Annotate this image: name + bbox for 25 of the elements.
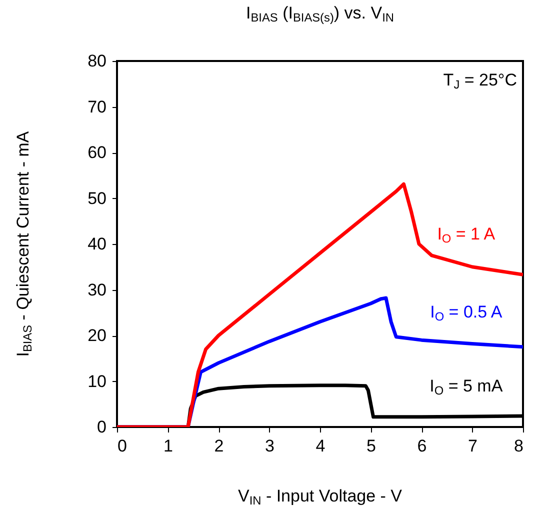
y-tick-label: 80 bbox=[88, 52, 106, 70]
x-tick-label: 8 bbox=[514, 436, 524, 456]
x-tick-label: 2 bbox=[214, 436, 224, 456]
x-tick-label: 3 bbox=[265, 436, 274, 456]
x-tick-label: 4 bbox=[316, 436, 326, 456]
chart-title: I$_{BIAS}$ (I$_{BIAS(s)}$) vs. V$_{IN}$ bbox=[246, 4, 394, 24]
y-tick-label: 10 bbox=[88, 372, 106, 391]
y-tick-label: 40 bbox=[88, 234, 106, 254]
y-tick-label: 50 bbox=[88, 188, 106, 208]
annotation: T$_{J}$ = 25°C bbox=[443, 70, 517, 92]
x-tick-label: 7 bbox=[468, 436, 478, 456]
y-tick-label: 30 bbox=[88, 280, 106, 300]
line-series bbox=[117, 182, 523, 427]
y-tick-label: 0 bbox=[97, 418, 106, 436]
x-tick-label: 5 bbox=[366, 436, 376, 456]
x-tick-label: 6 bbox=[417, 436, 427, 456]
y-tick-label: 60 bbox=[88, 143, 106, 162]
x-axis-title: V$_{IN}$ - Input Voltage - V bbox=[238, 486, 402, 508]
y-tick-label: 20 bbox=[88, 326, 106, 345]
series-label: I$_{O}$ = 1 A bbox=[437, 224, 496, 246]
series-label: I$_{O}$ = 5 mA bbox=[430, 376, 503, 398]
series-label: I$_{O}$ = 0.5 A bbox=[430, 302, 502, 324]
x-tick-label: 1 bbox=[164, 436, 173, 456]
x-tick-label: 0 bbox=[118, 436, 127, 456]
y-tick-label: 70 bbox=[88, 97, 106, 116]
